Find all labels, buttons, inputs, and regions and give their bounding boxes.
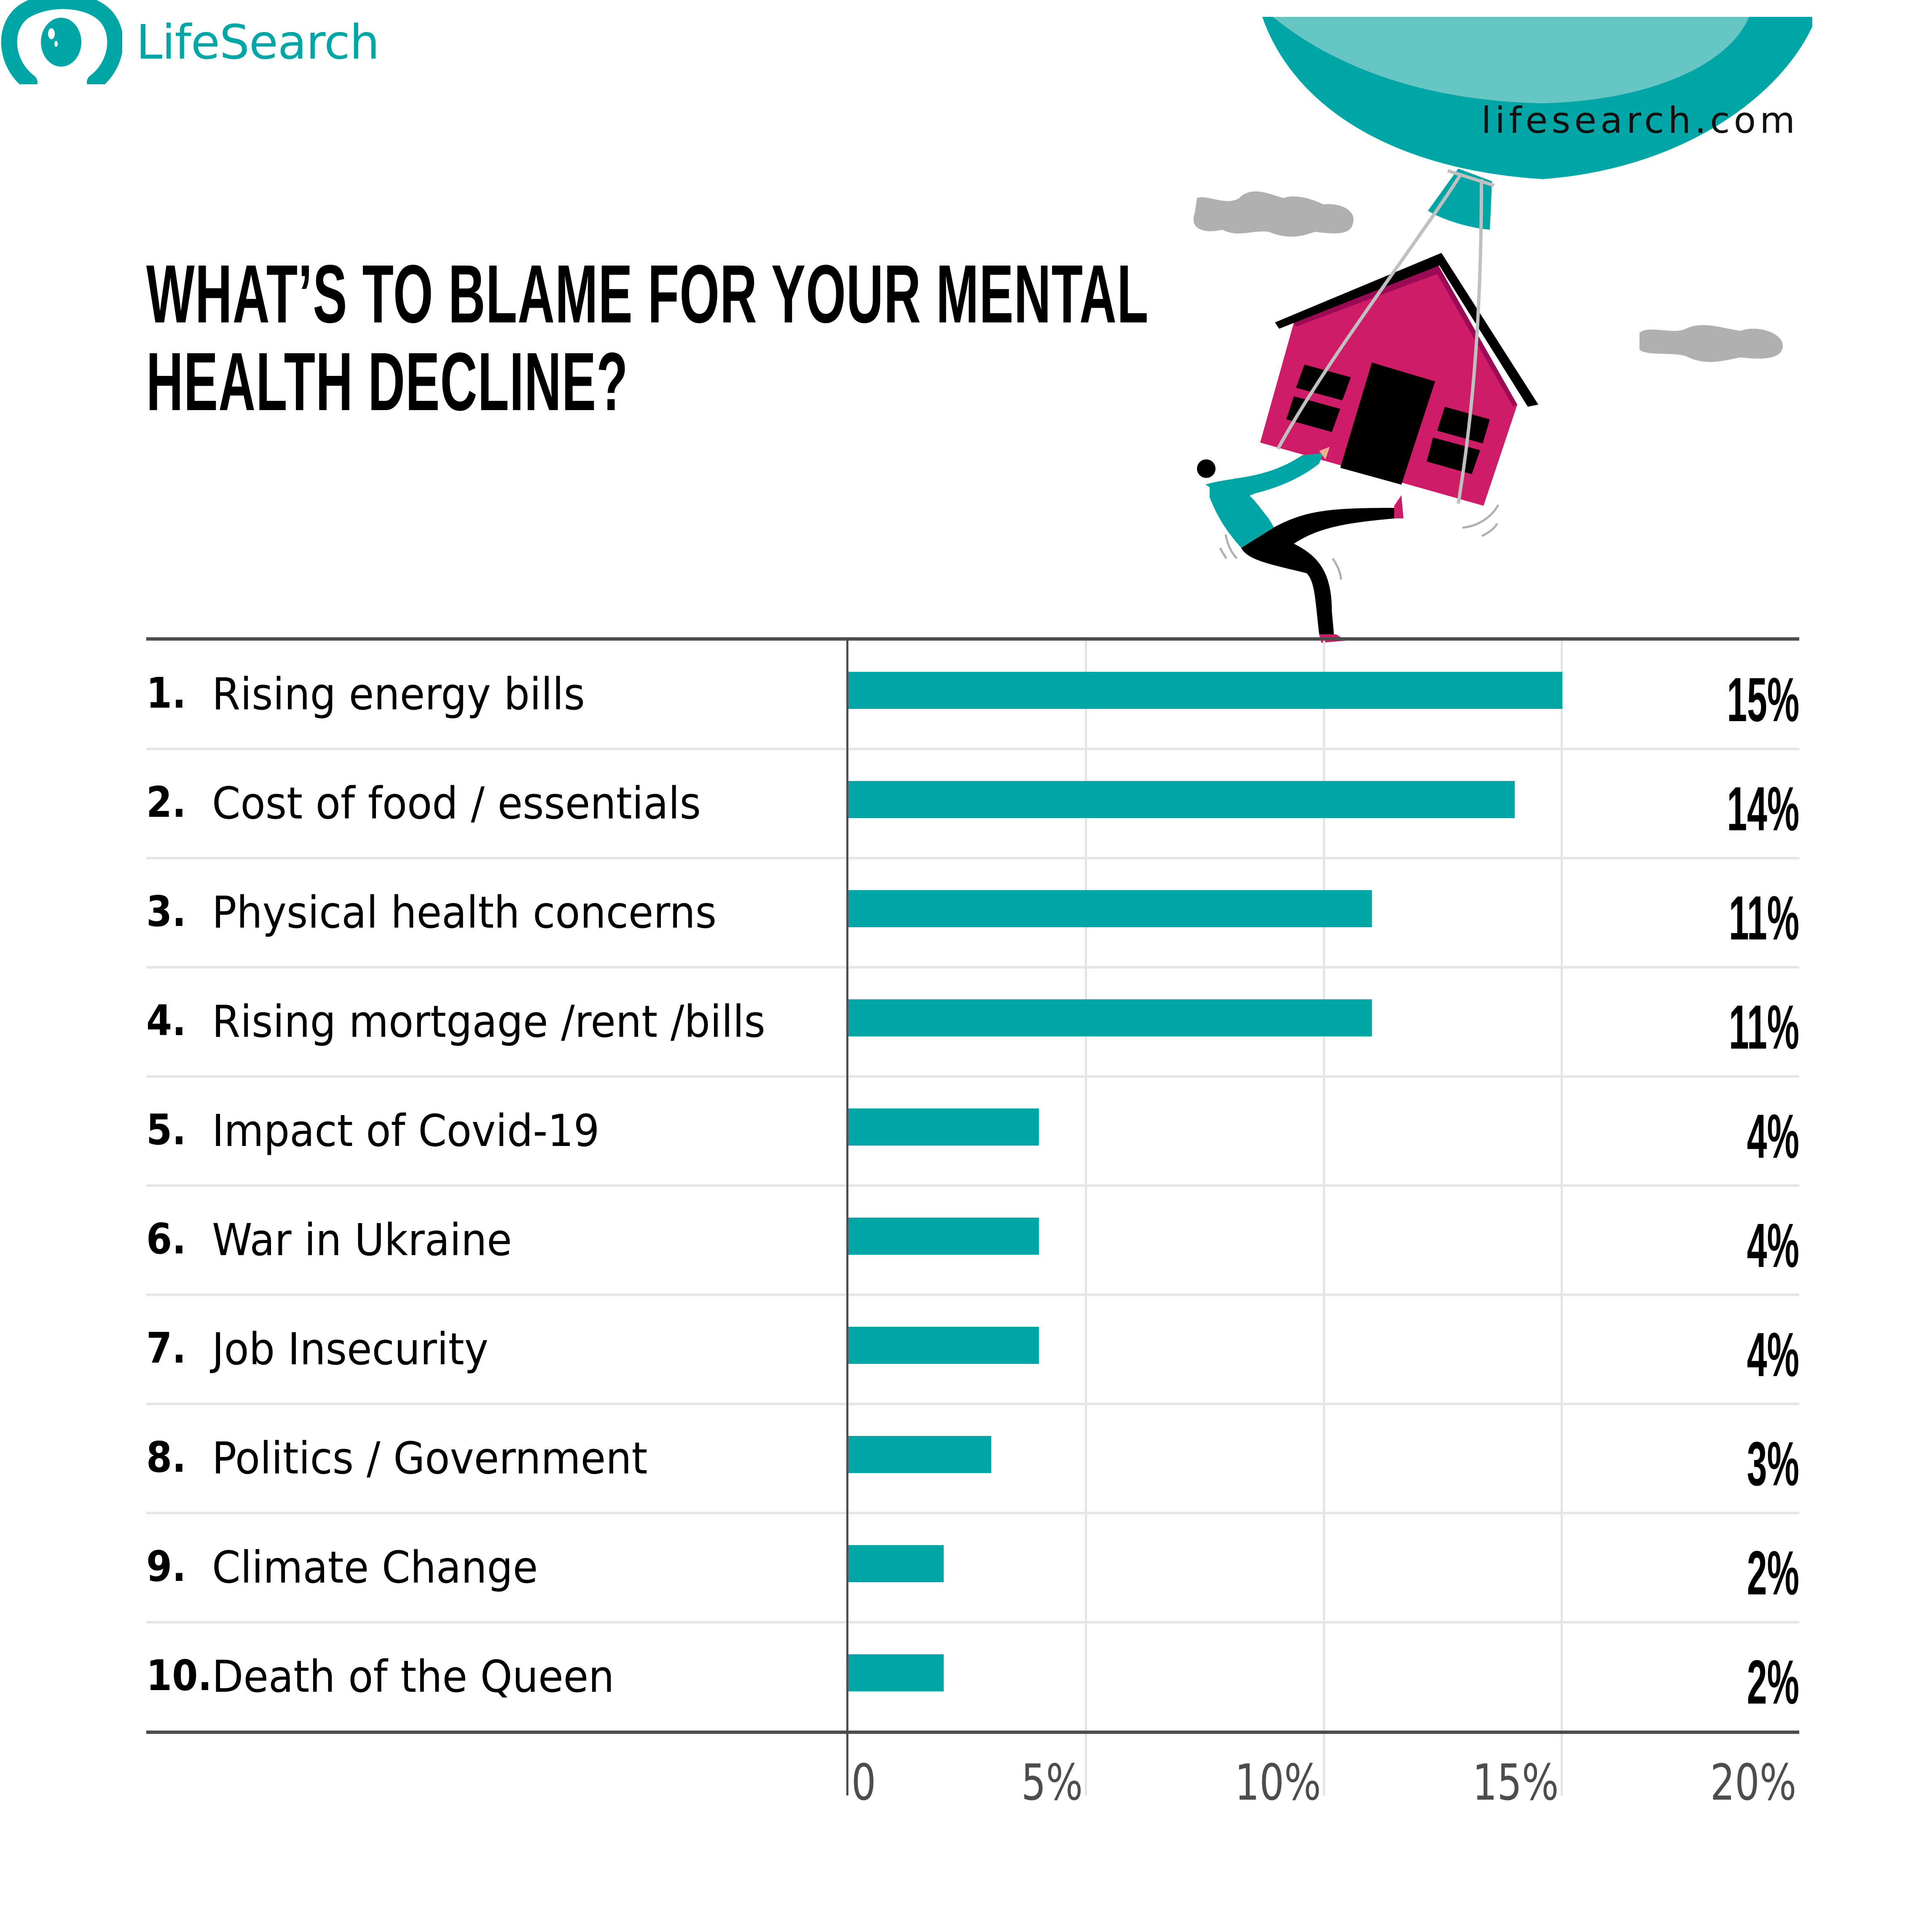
bar	[848, 890, 1372, 927]
row-rank: 10.	[146, 1651, 212, 1700]
x-tick-20: 20%	[1710, 1753, 1796, 1811]
row-value: 3%	[1747, 1429, 1799, 1499]
cloud-icon	[1193, 191, 1783, 362]
chart-row: 5. Impact of Covid-19 4%	[0, 1076, 1932, 1186]
chart-row: 1. Rising energy bills 15%	[0, 640, 1932, 749]
bar	[848, 1327, 1039, 1364]
row-rank: 9.	[146, 1542, 186, 1591]
bar	[848, 781, 1515, 818]
motion-lines-icon	[1219, 504, 1500, 580]
row-label: Rising energy bills	[212, 668, 585, 720]
bar	[848, 1108, 1039, 1146]
chart-row: 7. Job Insecurity 4%	[0, 1295, 1932, 1404]
chart-top-border	[146, 637, 1799, 641]
page-title-line-1: WHAT’S TO BLAME FOR YOUR MENTAL	[146, 248, 1149, 340]
bar	[848, 672, 1562, 709]
site-url-link[interactable]: lifesearch.com	[1481, 99, 1799, 142]
row-label: Cost of food / essentials	[212, 778, 701, 829]
row-value: 4%	[1747, 1320, 1799, 1390]
page-title-line-2: HEALTH DECLINE?	[146, 335, 628, 428]
balloon-icon	[1262, 17, 1812, 230]
row-label: Rising mortgage /rent /bills	[212, 996, 765, 1047]
row-divider	[146, 1403, 1799, 1405]
bar	[848, 1545, 944, 1582]
row-rank: 2.	[146, 778, 186, 827]
row-label: Climate Change	[212, 1542, 538, 1593]
row-value: 2%	[1747, 1538, 1799, 1608]
bar	[848, 1654, 944, 1691]
row-value: 14%	[1727, 774, 1799, 844]
chart-row: 10. Death of the Queen 2%	[0, 1622, 1932, 1731]
chart-x-axis	[146, 1731, 1799, 1734]
row-value: 2%	[1747, 1648, 1799, 1717]
row-divider	[146, 1184, 1799, 1187]
row-value: 15%	[1727, 665, 1799, 735]
row-label: Impact of Covid-19	[212, 1105, 600, 1157]
row-value: 4%	[1747, 1102, 1799, 1171]
bar	[848, 1436, 991, 1473]
logo[interactable]: LifeSearch	[0, 0, 405, 84]
row-rank: 4.	[146, 996, 186, 1045]
row-value: 11%	[1728, 883, 1799, 953]
chart-row: 8. Politics / Government 3%	[0, 1404, 1932, 1513]
x-tick-15: 15%	[1472, 1753, 1559, 1811]
x-tick-5: 5%	[1021, 1753, 1083, 1811]
balloon-house-illustration	[1193, 17, 1812, 643]
bar	[848, 1218, 1039, 1255]
gridline-10	[1323, 639, 1325, 1795]
logo-wordmark: LifeSearch	[136, 15, 380, 70]
person-icon	[1197, 447, 1403, 643]
row-divider	[146, 1621, 1799, 1623]
row-divider	[146, 966, 1799, 969]
house-icon	[1260, 253, 1538, 506]
row-divider	[146, 1512, 1799, 1514]
row-divider	[146, 748, 1799, 750]
row-value: 11%	[1728, 993, 1799, 1062]
row-rank: 8.	[146, 1433, 186, 1482]
chart-y-axis	[846, 639, 848, 1795]
row-label: Physical health concerns	[212, 887, 717, 938]
rope-icon	[1276, 169, 1495, 504]
chart-row: 3. Physical health concerns 11%	[0, 858, 1932, 967]
row-rank: 7.	[146, 1323, 186, 1373]
row-label: Politics / Government	[212, 1433, 648, 1484]
row-label: War in Ukraine	[212, 1214, 512, 1266]
row-rank: 3.	[146, 887, 186, 936]
x-tick-10: 10%	[1234, 1753, 1321, 1811]
row-rank: 5.	[146, 1105, 186, 1154]
row-label: Job Insecurity	[212, 1323, 488, 1375]
chart-row: 4. Rising mortgage /rent /bills 11%	[0, 967, 1932, 1076]
row-rank: 1.	[146, 668, 186, 718]
row-value: 4%	[1747, 1211, 1799, 1280]
eye-icon	[1, 0, 122, 84]
gridline-5	[1085, 639, 1087, 1795]
row-label: Death of the Queen	[212, 1651, 614, 1702]
bar	[848, 999, 1372, 1036]
row-divider	[146, 1293, 1799, 1296]
gridline-15	[1561, 639, 1563, 1795]
row-divider	[146, 857, 1799, 859]
row-divider	[146, 1075, 1799, 1078]
chart-row: 2. Cost of food / essentials 14%	[0, 749, 1932, 858]
row-rank: 6.	[146, 1214, 186, 1264]
chart-row: 9. Climate Change 2%	[0, 1513, 1932, 1622]
x-tick-0: 0	[851, 1753, 876, 1811]
chart-row: 6. War in Ukraine 4%	[0, 1186, 1932, 1295]
